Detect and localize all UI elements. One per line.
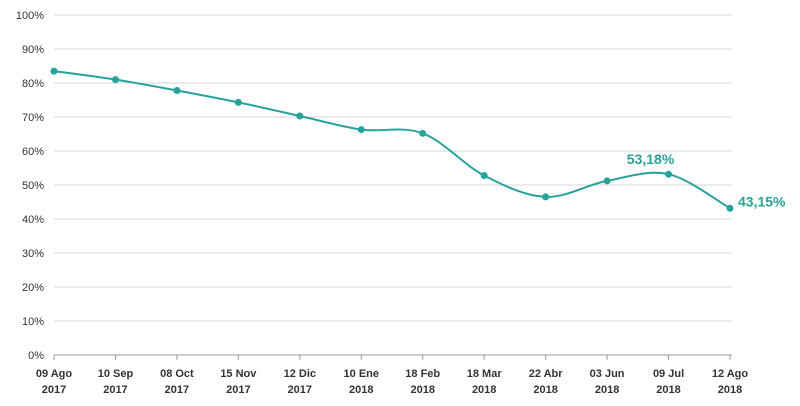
y-tick-label: 80% — [22, 78, 44, 90]
data-point — [173, 86, 181, 94]
data-point — [111, 76, 119, 84]
y-tick-label: 50% — [22, 180, 44, 192]
data-points — [50, 67, 734, 212]
x-axis-tick-labels: 09 Ago 2017 10 Sep 2017 08 Oct 2017 15 Nov 2017… — [36, 368, 749, 396]
x-tick-label: 03 Jun 2018 — [590, 368, 625, 396]
y-tick-label: 70% — [22, 112, 44, 124]
x-tick-label: 18 Mar 2018 — [467, 368, 503, 396]
x-tick-label: 12 Dic 2017 — [284, 368, 316, 396]
series-line — [53, 70, 731, 210]
x-tick-label: 18 Feb 2018 — [405, 368, 440, 396]
y-tick-label: 60% — [22, 146, 44, 158]
y-tick-label: 20% — [22, 282, 44, 294]
data-labels: 53,18% 43,15% — [627, 151, 786, 209]
y-tick-label: 0% — [28, 350, 44, 362]
x-tick-label: 10 Sep 2017 — [98, 368, 134, 396]
data-point — [234, 98, 242, 106]
y-tick-label: 100% — [16, 10, 44, 22]
x-tick-label: 12 Ago 2018 — [712, 368, 749, 396]
data-point — [296, 112, 304, 120]
x-tick-label: 09 Jul 2018 — [653, 368, 684, 396]
data-point — [726, 204, 734, 212]
data-point — [665, 170, 673, 178]
x-tick-label: 10 Ene 2018 — [344, 368, 379, 396]
data-point — [480, 171, 488, 179]
data-point — [50, 67, 58, 75]
x-tick-label: 15 Nov 2017 — [220, 368, 257, 396]
y-axis-tick-labels: 0% 10% 20% 30% 40% 50% 60% 70% 80% 90% 100% — [16, 10, 44, 362]
grid-lines — [54, 14, 732, 356]
x-tick-label: 08 Oct 2017 — [160, 368, 194, 396]
data-point — [603, 177, 611, 185]
data-label: 53,18% — [627, 151, 675, 167]
x-tick-label: 09 Ago 2017 — [36, 368, 73, 396]
data-point — [542, 193, 550, 201]
x-tick-label: 22 Abr 2018 — [529, 368, 564, 396]
y-tick-label: 40% — [22, 214, 44, 226]
x-axis — [53, 354, 732, 360]
data-point — [357, 126, 365, 134]
y-tick-label: 30% — [22, 248, 44, 260]
data-label: 43,15% — [738, 193, 786, 209]
data-point — [419, 129, 427, 137]
y-tick-label: 10% — [22, 316, 44, 328]
y-tick-label: 90% — [22, 44, 44, 56]
